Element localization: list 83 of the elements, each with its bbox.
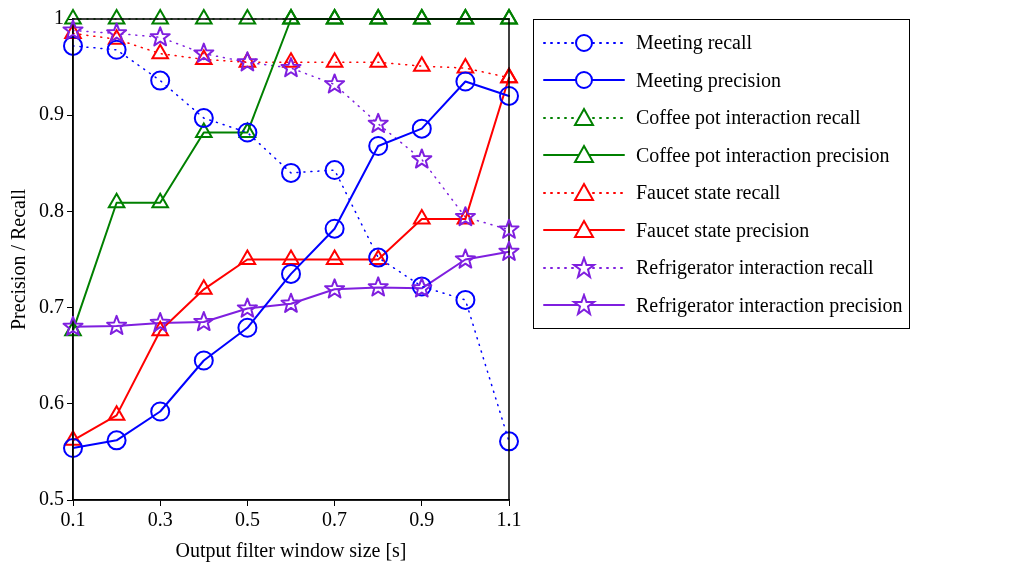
- point: [280, 57, 302, 78]
- point: [151, 320, 169, 337]
- point: [236, 297, 258, 318]
- point: [455, 71, 476, 92]
- x-tick-label: 0.7: [322, 508, 348, 531]
- point: [62, 315, 84, 336]
- point: [324, 278, 346, 299]
- x-axis-title: Output filter window size [s]: [175, 539, 407, 563]
- point: [282, 249, 300, 265]
- legend-label: Faucet state recall: [636, 181, 781, 205]
- point: [413, 209, 431, 225]
- point: [281, 162, 301, 183]
- point: [107, 29, 126, 45]
- point: [63, 35, 83, 56]
- point: [325, 52, 344, 68]
- legend-label: Faucet state precision: [636, 218, 810, 242]
- y-axis-title: Precision / Recall: [7, 188, 30, 331]
- x-tick-label: 0.1: [60, 508, 86, 531]
- legend-label: Refrigerator interaction recall: [636, 256, 874, 280]
- point: [499, 85, 519, 106]
- point: [456, 58, 475, 74]
- y-tick-label: 0.9: [39, 102, 64, 125]
- point: [238, 9, 257, 25]
- point: [106, 430, 127, 451]
- y-tick-label: 0.7: [39, 294, 64, 317]
- point: [107, 9, 126, 25]
- point: [238, 249, 257, 265]
- point: [107, 192, 126, 209]
- y-tick-label: 0.8: [39, 198, 64, 221]
- point: [282, 52, 300, 68]
- point: [195, 49, 213, 65]
- x-tick-label: 0.3: [147, 508, 173, 531]
- point: [151, 192, 169, 209]
- point: [498, 240, 520, 261]
- x-tick-label: 1.1: [496, 508, 522, 531]
- point: [281, 263, 301, 284]
- legend-label: Coffee pot interaction precision: [636, 143, 890, 167]
- x-tick-label: 0.5: [234, 508, 260, 531]
- point: [280, 292, 302, 313]
- point: [107, 405, 126, 421]
- point: [498, 218, 520, 239]
- point: [149, 26, 171, 47]
- point: [455, 289, 476, 310]
- point: [324, 160, 345, 181]
- point: [106, 22, 128, 43]
- point: [368, 135, 389, 156]
- point: [150, 401, 171, 422]
- y-tick-label: 1: [54, 6, 64, 29]
- point: [499, 431, 519, 452]
- point: [64, 430, 82, 446]
- point: [413, 56, 431, 72]
- point: [151, 9, 169, 25]
- point: [193, 311, 215, 332]
- point: [367, 112, 389, 133]
- point: [193, 108, 214, 129]
- point: [193, 350, 214, 371]
- legend-label: Refrigerator interaction precision: [636, 293, 903, 317]
- point: [369, 52, 387, 68]
- point: [106, 314, 128, 335]
- point: [325, 249, 344, 265]
- point: [411, 118, 432, 139]
- point: [454, 248, 476, 269]
- point: [411, 148, 433, 169]
- x-tick-label: 0.9: [409, 508, 435, 531]
- legend-label: Meeting precision: [636, 68, 781, 92]
- point: [324, 73, 346, 94]
- point: [237, 317, 258, 338]
- point: [324, 218, 345, 239]
- legend-label: Meeting recall: [636, 31, 753, 55]
- point: [106, 39, 127, 60]
- point: [193, 42, 215, 63]
- legend-label: Coffee pot interaction recall: [636, 106, 861, 130]
- y-tick-label: 0.5: [39, 487, 64, 510]
- point: [195, 279, 213, 295]
- point: [64, 9, 82, 25]
- point: [195, 122, 213, 139]
- point: [151, 43, 169, 60]
- y-tick-label: 0.6: [39, 391, 64, 414]
- point: [149, 311, 171, 333]
- point: [63, 438, 83, 459]
- point: [367, 276, 389, 297]
- point: [195, 9, 213, 25]
- point: [150, 70, 171, 91]
